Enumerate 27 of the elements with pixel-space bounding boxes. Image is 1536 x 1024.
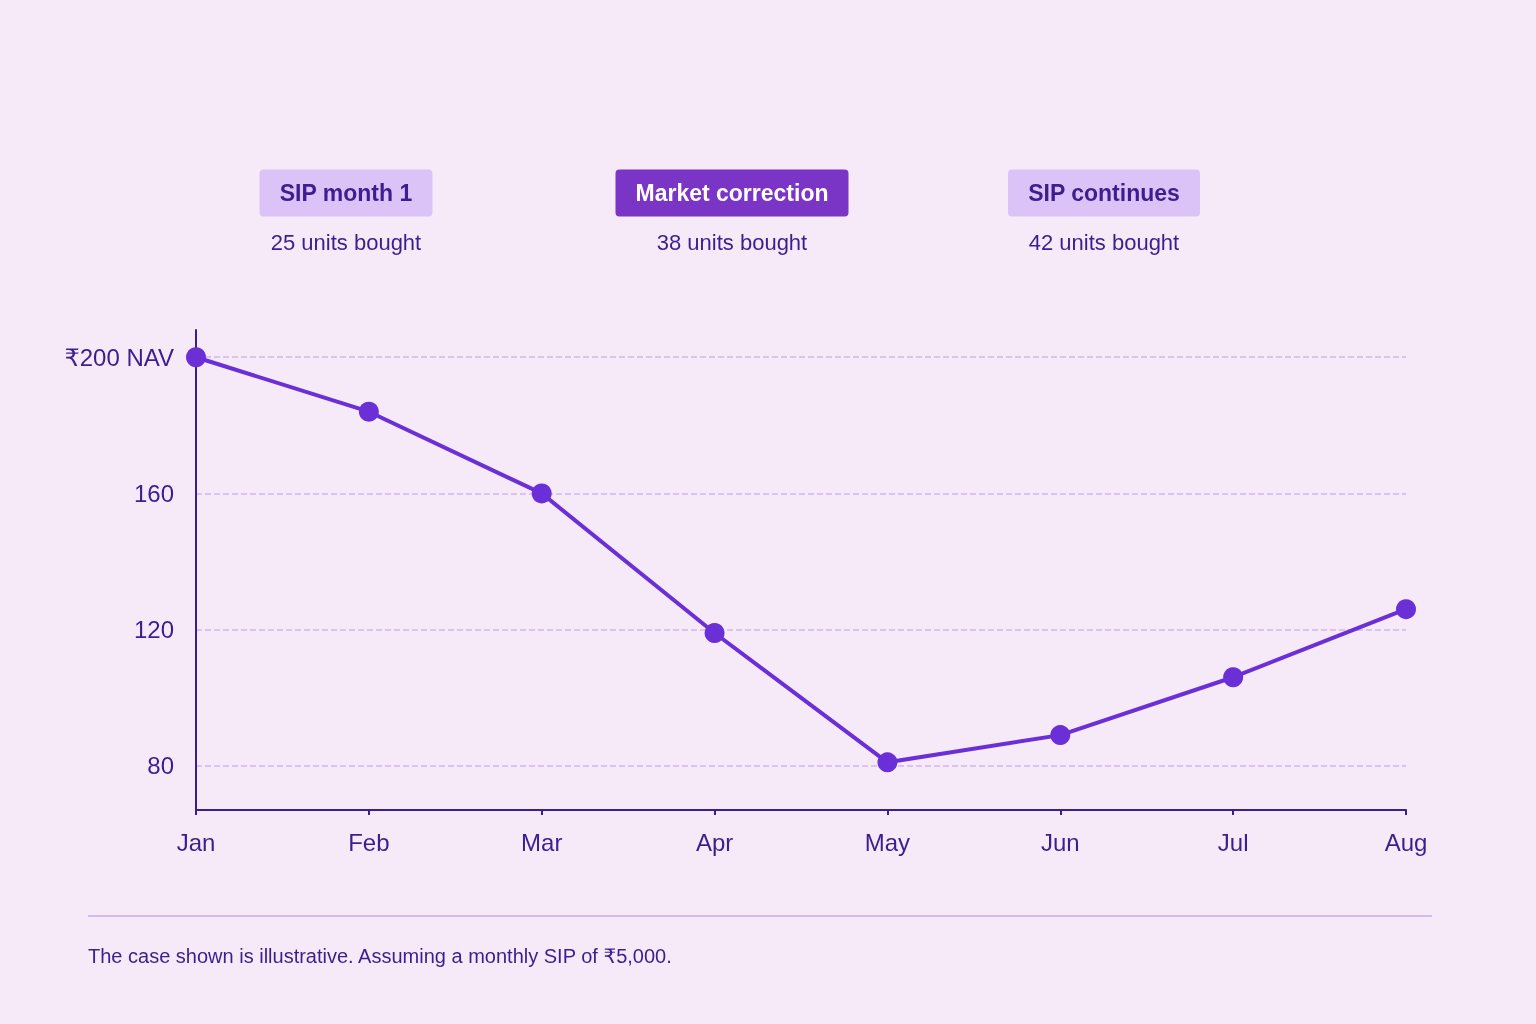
- point: [1223, 667, 1244, 688]
- point: [358, 401, 379, 422]
- y-tick-label: 80: [147, 752, 174, 780]
- point: [877, 752, 898, 773]
- text: 38 units bought: [656, 229, 808, 255]
- x-tick-label: Jan: [176, 828, 216, 856]
- x-tick-label: Mar: [521, 828, 563, 856]
- point: [1050, 725, 1071, 746]
- y-tick-label: 160: [133, 479, 174, 507]
- y-tick-label: 120: [133, 616, 174, 644]
- text: SIP month 1: [279, 180, 413, 206]
- point: [186, 347, 206, 368]
- text: SIP continues: [1028, 180, 1180, 206]
- text: The case shown is illustrative. Assuming a monthly SIP of ₹5,000.: [88, 945, 672, 967]
- x-tick-label: Jul: [1217, 828, 1249, 856]
- x-tick-label: Apr: [695, 828, 734, 856]
- x-tick-label: Feb: [348, 828, 390, 856]
- x-tick-label: Jun: [1040, 828, 1080, 856]
- point: [531, 483, 552, 504]
- x-tick-label: Aug: [1384, 828, 1428, 856]
- text: 42 units bought: [1028, 229, 1180, 255]
- point: [704, 622, 725, 643]
- y-tick-label: ₹200 NAV: [64, 343, 174, 371]
- text: 25 units bought: [270, 229, 422, 255]
- text: Market correction: [635, 180, 829, 206]
- x-tick-label: May: [864, 828, 911, 856]
- point: [1396, 599, 1416, 620]
